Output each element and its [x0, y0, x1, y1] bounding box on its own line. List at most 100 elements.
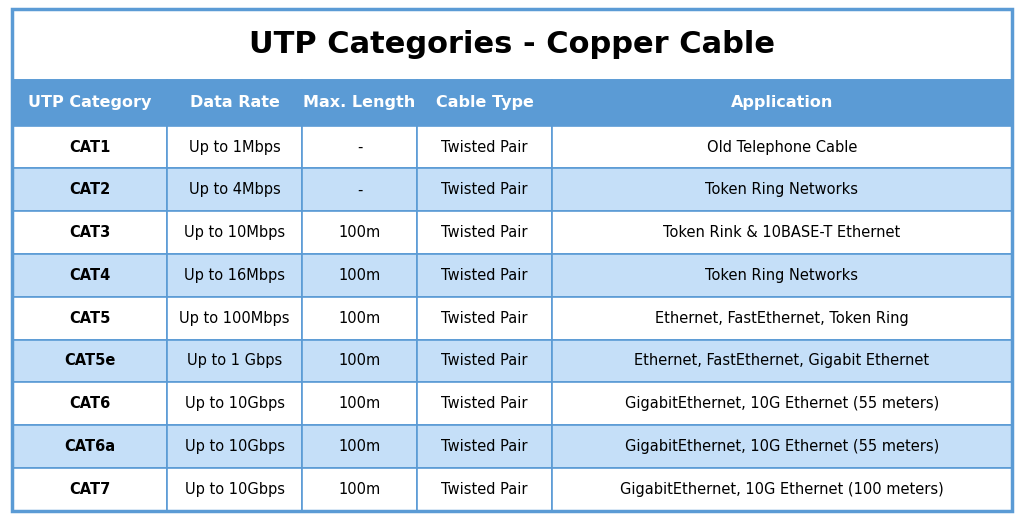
Bar: [417, 80, 552, 126]
Text: Up to 4Mbps: Up to 4Mbps: [188, 183, 281, 197]
Bar: [417, 382, 552, 425]
Bar: [417, 168, 552, 211]
Text: Up to 16Mbps: Up to 16Mbps: [184, 268, 285, 283]
Text: Up to 10Gbps: Up to 10Gbps: [184, 439, 285, 454]
Text: Cable Type: Cable Type: [435, 95, 534, 110]
Text: GigabitEthernet, 10G Ethernet (55 meters): GigabitEthernet, 10G Ethernet (55 meters…: [625, 396, 939, 411]
Text: Token Ring Networks: Token Ring Networks: [706, 183, 858, 197]
Text: 100m: 100m: [339, 225, 381, 240]
Text: Twisted Pair: Twisted Pair: [441, 183, 527, 197]
Bar: [302, 126, 417, 168]
Text: Twisted Pair: Twisted Pair: [441, 396, 527, 411]
Text: CAT4: CAT4: [69, 268, 111, 283]
Bar: [552, 468, 1012, 511]
Text: Twisted Pair: Twisted Pair: [441, 310, 527, 326]
Text: 100m: 100m: [339, 482, 381, 497]
Bar: [552, 126, 1012, 168]
Text: Max. Length: Max. Length: [303, 95, 416, 110]
Bar: [167, 297, 302, 340]
Text: CAT1: CAT1: [69, 139, 111, 154]
Bar: [12, 9, 1012, 80]
Text: UTP Category: UTP Category: [28, 95, 152, 110]
Text: CAT3: CAT3: [69, 225, 111, 240]
Bar: [302, 80, 417, 126]
Text: -: -: [357, 183, 362, 197]
Bar: [417, 468, 552, 511]
Text: Twisted Pair: Twisted Pair: [441, 439, 527, 454]
Text: CAT5: CAT5: [69, 310, 111, 326]
Text: GigabitEthernet, 10G Ethernet (100 meters): GigabitEthernet, 10G Ethernet (100 meter…: [620, 482, 944, 497]
Bar: [12, 168, 167, 211]
Bar: [167, 382, 302, 425]
Bar: [12, 425, 167, 468]
Text: 100m: 100m: [339, 439, 381, 454]
Text: Up to 1Mbps: Up to 1Mbps: [188, 139, 281, 154]
Bar: [302, 211, 417, 254]
Text: Application: Application: [731, 95, 834, 110]
Bar: [12, 254, 167, 297]
Text: 100m: 100m: [339, 310, 381, 326]
Text: 100m: 100m: [339, 268, 381, 283]
Bar: [12, 80, 167, 126]
Bar: [167, 168, 302, 211]
Bar: [167, 211, 302, 254]
Text: CAT6a: CAT6a: [65, 439, 116, 454]
Text: Ethernet, FastEthernet, Gigabit Ethernet: Ethernet, FastEthernet, Gigabit Ethernet: [634, 354, 930, 369]
Bar: [417, 126, 552, 168]
Text: Up to 10Gbps: Up to 10Gbps: [184, 482, 285, 497]
Bar: [302, 168, 417, 211]
Text: Twisted Pair: Twisted Pair: [441, 268, 527, 283]
Text: Twisted Pair: Twisted Pair: [441, 225, 527, 240]
Bar: [552, 382, 1012, 425]
Bar: [552, 297, 1012, 340]
Text: Twisted Pair: Twisted Pair: [441, 354, 527, 369]
Text: CAT6: CAT6: [69, 396, 111, 411]
Bar: [12, 382, 167, 425]
Bar: [12, 340, 167, 382]
Bar: [12, 468, 167, 511]
Bar: [12, 211, 167, 254]
Text: UTP Categories - Copper Cable: UTP Categories - Copper Cable: [249, 30, 775, 59]
Bar: [302, 468, 417, 511]
Bar: [417, 297, 552, 340]
Text: 100m: 100m: [339, 354, 381, 369]
Text: -: -: [357, 139, 362, 154]
Bar: [552, 80, 1012, 126]
Text: Data Rate: Data Rate: [189, 95, 280, 110]
Bar: [417, 254, 552, 297]
Bar: [417, 340, 552, 382]
Text: Token Ring Networks: Token Ring Networks: [706, 268, 858, 283]
Text: Twisted Pair: Twisted Pair: [441, 139, 527, 154]
Bar: [167, 254, 302, 297]
Text: GigabitEthernet, 10G Ethernet (55 meters): GigabitEthernet, 10G Ethernet (55 meters…: [625, 439, 939, 454]
Bar: [552, 254, 1012, 297]
Text: CAT2: CAT2: [69, 183, 111, 197]
Bar: [167, 126, 302, 168]
Bar: [552, 425, 1012, 468]
Text: CAT7: CAT7: [69, 482, 111, 497]
Bar: [302, 297, 417, 340]
Text: Old Telephone Cable: Old Telephone Cable: [707, 139, 857, 154]
Bar: [552, 340, 1012, 382]
Bar: [552, 211, 1012, 254]
Text: Twisted Pair: Twisted Pair: [441, 482, 527, 497]
Text: Token Rink & 10BASE-T Ethernet: Token Rink & 10BASE-T Ethernet: [664, 225, 900, 240]
Bar: [302, 340, 417, 382]
Text: Up to 1 Gbps: Up to 1 Gbps: [187, 354, 283, 369]
Bar: [302, 254, 417, 297]
Text: 100m: 100m: [339, 396, 381, 411]
Bar: [302, 425, 417, 468]
Bar: [167, 340, 302, 382]
Text: Up to 10Gbps: Up to 10Gbps: [184, 396, 285, 411]
Text: CAT5e: CAT5e: [65, 354, 116, 369]
Bar: [417, 425, 552, 468]
Bar: [167, 80, 302, 126]
Bar: [302, 382, 417, 425]
Bar: [167, 425, 302, 468]
Bar: [417, 211, 552, 254]
Bar: [12, 126, 167, 168]
Text: Up to 10Mbps: Up to 10Mbps: [184, 225, 286, 240]
Text: Ethernet, FastEthernet, Token Ring: Ethernet, FastEthernet, Token Ring: [655, 310, 908, 326]
Bar: [167, 468, 302, 511]
Text: Up to 100Mbps: Up to 100Mbps: [179, 310, 290, 326]
